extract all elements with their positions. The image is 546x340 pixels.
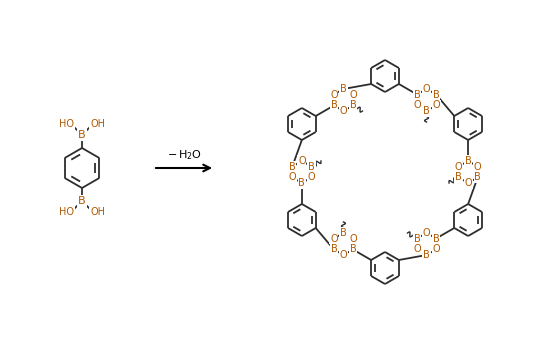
Text: OH: OH: [90, 119, 105, 129]
Text: B: B: [455, 172, 462, 183]
Text: B: B: [349, 101, 357, 111]
Text: B: B: [299, 178, 305, 188]
Text: O: O: [413, 244, 421, 255]
Text: O: O: [464, 178, 472, 188]
Text: O: O: [423, 228, 430, 238]
Text: O: O: [330, 234, 338, 243]
Text: O: O: [330, 89, 338, 100]
Text: B: B: [340, 228, 347, 238]
Text: B: B: [433, 234, 440, 243]
Text: O: O: [474, 162, 482, 171]
Text: B: B: [433, 89, 440, 100]
Text: O: O: [298, 156, 306, 166]
Text: B: B: [330, 244, 337, 255]
Text: B: B: [465, 156, 472, 166]
Text: O: O: [307, 172, 315, 183]
Text: HO: HO: [59, 207, 74, 217]
Text: B: B: [308, 162, 314, 171]
Text: O: O: [432, 244, 440, 255]
Text: B: B: [414, 89, 420, 100]
Text: B: B: [349, 244, 357, 255]
Text: B: B: [289, 162, 296, 171]
Text: B: B: [78, 196, 86, 206]
Text: B: B: [414, 234, 420, 243]
Text: B: B: [340, 84, 347, 94]
Text: O: O: [349, 234, 357, 243]
Text: O: O: [349, 89, 357, 100]
Text: O: O: [432, 101, 440, 111]
Text: O: O: [340, 250, 347, 260]
Text: B: B: [423, 106, 430, 116]
Text: $-\,\mathrm{H_2O}$: $-\,\mathrm{H_2O}$: [167, 148, 201, 162]
Text: O: O: [340, 106, 347, 116]
Text: B: B: [474, 172, 481, 183]
Text: B: B: [78, 130, 86, 140]
Text: OH: OH: [90, 207, 105, 217]
Text: O: O: [423, 84, 430, 94]
Text: O: O: [288, 172, 296, 183]
Text: B: B: [330, 101, 337, 111]
Text: O: O: [413, 101, 421, 111]
Text: B: B: [423, 250, 430, 260]
Text: O: O: [455, 162, 462, 171]
Text: HO: HO: [59, 119, 74, 129]
